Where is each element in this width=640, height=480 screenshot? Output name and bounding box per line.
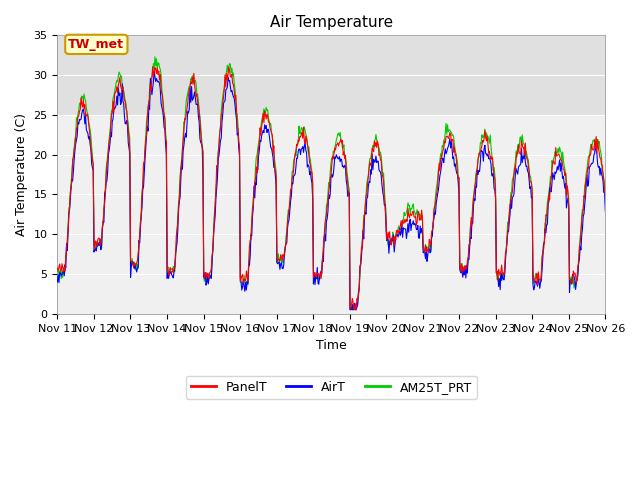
- Bar: [58, 36, 605, 115]
- AM25T_PRT: [151, 54, 159, 60]
- Y-axis label: Air Temperature (C): Air Temperature (C): [15, 113, 28, 236]
- AirT: [205, 276, 213, 281]
- Line: AirT: AirT: [58, 71, 605, 310]
- AM25T_PRT: [54, 269, 61, 275]
- AM25T_PRT: [415, 214, 423, 219]
- AirT: [120, 100, 127, 106]
- PanelT: [149, 64, 157, 70]
- PanelT: [205, 276, 213, 281]
- PanelT: [54, 265, 61, 271]
- Legend: PanelT, AirT, AM25T_PRT: PanelT, AirT, AM25T_PRT: [186, 376, 477, 399]
- PanelT: [63, 240, 71, 246]
- PanelT: [120, 90, 127, 96]
- AirT: [415, 235, 423, 241]
- AirT: [150, 68, 158, 74]
- Text: TW_met: TW_met: [68, 38, 124, 51]
- AM25T_PRT: [348, 307, 356, 313]
- AirT: [176, 194, 184, 200]
- AM25T_PRT: [602, 188, 609, 193]
- PanelT: [352, 307, 360, 313]
- PanelT: [602, 192, 609, 198]
- Line: AM25T_PRT: AM25T_PRT: [58, 57, 605, 310]
- X-axis label: Time: Time: [316, 339, 347, 352]
- AirT: [346, 307, 354, 313]
- AM25T_PRT: [399, 217, 407, 223]
- AM25T_PRT: [120, 89, 127, 95]
- AM25T_PRT: [176, 173, 184, 179]
- PanelT: [176, 178, 184, 184]
- PanelT: [415, 217, 423, 223]
- AirT: [399, 225, 407, 231]
- Line: PanelT: PanelT: [58, 67, 605, 310]
- AM25T_PRT: [205, 276, 213, 281]
- AirT: [63, 248, 71, 253]
- AirT: [54, 279, 61, 285]
- PanelT: [399, 220, 407, 226]
- AirT: [602, 208, 609, 214]
- Title: Air Temperature: Air Temperature: [270, 15, 393, 30]
- AM25T_PRT: [63, 236, 71, 242]
